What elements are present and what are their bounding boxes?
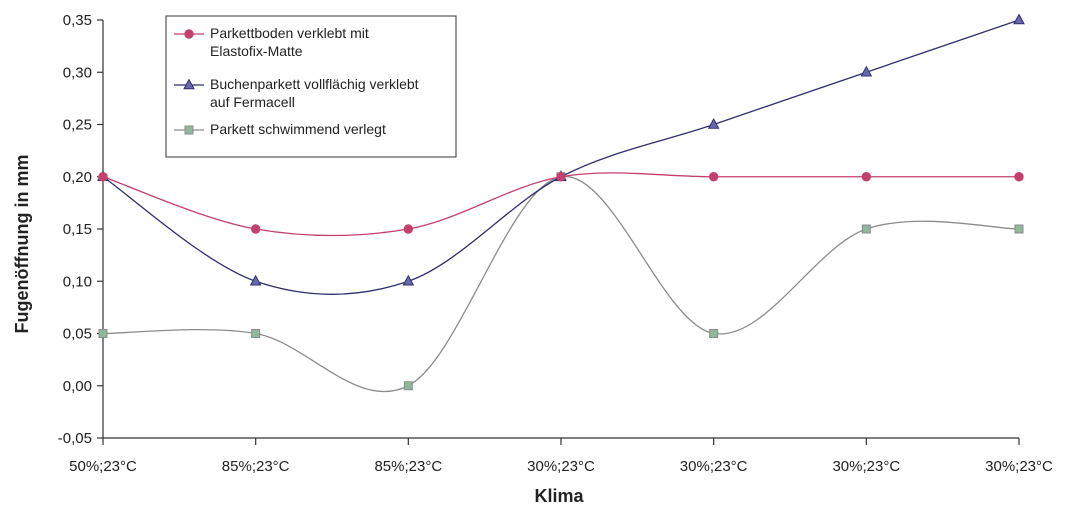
legend-marker — [184, 125, 194, 135]
legend-label: Parkettboden verklebt mit — [210, 25, 369, 41]
x-axis-title: Klima — [534, 486, 584, 506]
x-tick-label: 50%;23°C — [69, 458, 137, 475]
y-tick-label: 0,00 — [63, 378, 92, 395]
legend-label: Buchenparkett vollflächig verklebt — [210, 76, 419, 92]
y-tick-label: 0,05 — [63, 326, 92, 343]
x-tick-label: 85%;23°C — [222, 458, 290, 475]
y-tick-label: 0,30 — [63, 64, 92, 81]
data-point — [556, 172, 566, 182]
data-point — [709, 329, 719, 338]
data-point — [98, 329, 108, 338]
x-tick-label: 30%;23°C — [527, 458, 595, 475]
x-tick-label: 30%;23°C — [985, 458, 1053, 475]
data-point — [249, 274, 262, 286]
data-point — [861, 224, 871, 234]
y-tick-label: 0,20 — [63, 169, 92, 186]
data-point — [860, 65, 873, 77]
y-tick-label: 0,35 — [63, 12, 92, 29]
data-point — [1013, 13, 1025, 25]
series-line — [102, 176, 1020, 393]
data-point — [708, 172, 719, 182]
data-point — [1014, 172, 1024, 182]
y-tick-label: 0,25 — [63, 117, 92, 134]
legend-box — [165, 15, 457, 158]
legend-label: Parkett schwimmend verlegt — [210, 121, 386, 137]
x-tick-label: 30%;23°C — [832, 458, 900, 475]
series-3 — [98, 172, 1024, 393]
y-axis-title: Fugenöffnung in mm — [12, 155, 32, 334]
y-tick-label: 0,15 — [63, 221, 92, 238]
series-1 — [98, 172, 1024, 237]
series-layer — [97, 13, 1025, 393]
legend-marker — [183, 78, 195, 90]
data-point — [707, 117, 720, 129]
x-tick-label: 30%;23°C — [680, 458, 748, 475]
y-tick-label: -0,05 — [58, 430, 92, 447]
legend-label: Elastofix-Matte — [210, 43, 303, 59]
data-point — [861, 172, 872, 182]
x-tick-label: 85%;23°C — [374, 458, 442, 475]
data-point — [403, 381, 413, 391]
data-point — [1014, 224, 1024, 234]
y-axis: -0,05 0,00 0,05 0,10 0,15 0,20 0,25 0,30 0,35 — [58, 12, 104, 447]
data-point — [403, 224, 414, 234]
legend-label: auf Fermacell — [210, 94, 295, 110]
data-point — [402, 274, 415, 286]
x-axis: 50%;23°C 85%;23°C 85%;23°C 30%;23°C 30%;23°C… — [69, 437, 1053, 475]
legend: Parkettboden verklebt mit Elastofix-Matte… — [165, 15, 457, 158]
data-point — [250, 224, 261, 234]
data-point — [251, 329, 261, 338]
data-point — [98, 172, 108, 182]
series-line — [102, 172, 1019, 237]
legend-marker — [184, 29, 194, 39]
y-tick-label: 0,10 — [63, 273, 92, 290]
